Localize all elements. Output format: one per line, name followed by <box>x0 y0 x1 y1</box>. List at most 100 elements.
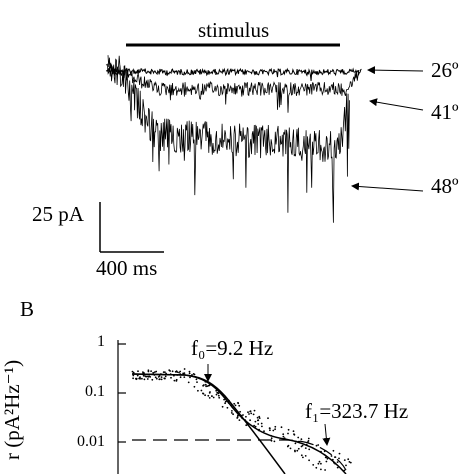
spectrum-point <box>155 370 158 373</box>
spectrum-point <box>160 376 163 378</box>
spectrum-point <box>249 419 252 422</box>
spectrum-point <box>237 401 239 404</box>
spectrum-point <box>260 422 263 425</box>
spectrum-point <box>183 368 186 370</box>
spectrum-point <box>173 379 176 382</box>
spectrum-point <box>302 456 304 459</box>
spectrum-point <box>200 389 203 392</box>
spectrum-point <box>142 374 145 377</box>
spectrum-point <box>147 375 149 378</box>
spectrum-point <box>318 460 321 463</box>
spectrum-point <box>348 461 351 463</box>
spectrum-point <box>160 378 163 381</box>
spectrum-point <box>336 466 339 469</box>
spectrum-point <box>245 424 248 427</box>
spectrum-point <box>131 370 134 373</box>
spectrum-point <box>231 410 233 412</box>
spectrum-point <box>254 420 257 423</box>
spectrum-point <box>300 454 303 457</box>
spectrum-point <box>155 377 158 380</box>
spectrum-point <box>215 393 218 396</box>
spectrum-point <box>338 457 340 460</box>
spectrum-point <box>170 376 172 379</box>
current-trace-41 <box>105 63 360 113</box>
spectrum-point <box>202 392 204 395</box>
spectrum-point <box>236 417 239 419</box>
spectrum-point <box>239 410 242 413</box>
spectrum-point <box>188 370 191 373</box>
spectrum-point <box>320 462 322 465</box>
spectrum-point <box>256 416 259 419</box>
spectrum-point <box>233 402 236 405</box>
spectrum-point <box>258 415 261 418</box>
spectrum-point <box>315 444 318 447</box>
spectrum-point <box>296 449 299 452</box>
spectrum-point <box>197 389 199 392</box>
spectrum-point <box>315 466 318 469</box>
spectrum-point <box>193 373 196 376</box>
temperature-label-26: 26º <box>431 58 459 82</box>
spectrum-point <box>308 448 311 451</box>
spectrum-point <box>294 449 296 452</box>
spectrum-point <box>242 414 244 416</box>
spectrum-point <box>204 383 207 386</box>
spectrum-point <box>349 461 352 464</box>
spectrum-point <box>153 371 156 373</box>
spectrum-point <box>209 391 211 393</box>
spectrum-point <box>226 406 229 409</box>
y-axis-label: r (pA²Hz⁻¹) <box>0 359 24 460</box>
spectrum-point <box>301 444 304 447</box>
spectrum-point <box>150 370 153 372</box>
spectrum-point <box>248 413 250 415</box>
spectrum-point <box>324 469 326 471</box>
spectrum-point <box>136 374 139 377</box>
spectrum-point <box>343 459 346 461</box>
spectrum-point <box>230 412 233 414</box>
spectrum-point <box>325 460 328 463</box>
temperature-label-41: 41º <box>431 100 459 124</box>
spectrum-point <box>178 371 180 374</box>
spectrum-point <box>179 370 182 373</box>
spectrum-point <box>174 370 177 373</box>
spectrum-point <box>164 375 167 378</box>
spectrum-point <box>293 433 296 436</box>
spectrum-point <box>253 424 256 427</box>
spectrum-point <box>297 436 300 439</box>
spectrum-point <box>307 437 310 440</box>
f0-annotation: f₀=9.2 Hz <box>191 336 274 360</box>
arrow-f1 <box>322 423 331 446</box>
spectrum-point <box>139 377 142 380</box>
spectrum-point <box>224 402 227 405</box>
spectrum-point <box>345 464 347 467</box>
spectrum-point <box>218 396 221 399</box>
spectrum-point <box>171 370 174 373</box>
spectrum-point <box>224 400 227 403</box>
lorentzian-fit-f1 <box>132 439 349 474</box>
spectrum-point <box>254 425 257 428</box>
spectrum-point <box>287 432 289 435</box>
spectrum-point <box>304 455 307 457</box>
spectrum-point <box>188 372 191 375</box>
current-trace-48 <box>107 55 350 223</box>
spectrum-point <box>326 457 329 460</box>
spectrum-point <box>347 458 350 461</box>
spectrum-point <box>256 419 259 422</box>
scale-bar-time-label: 400 ms <box>96 256 158 280</box>
spectrum-point <box>176 371 179 373</box>
spectrum-point <box>143 372 145 374</box>
spectrum-point <box>273 440 276 443</box>
spectrum-point <box>249 410 252 413</box>
spectrum-point <box>320 468 322 471</box>
spectrum-point <box>317 444 320 446</box>
temperature-label-48: 48º <box>431 174 459 198</box>
spectrum-point <box>175 380 178 382</box>
spectrum-point <box>282 433 285 436</box>
spectrum-point <box>195 378 198 381</box>
spectrum-point <box>336 461 339 463</box>
spectrum-point <box>282 435 285 438</box>
spectrum-point <box>132 377 135 380</box>
spectrum-point <box>221 405 224 408</box>
spectrum-point <box>267 417 269 420</box>
spectrum-point <box>270 437 273 440</box>
spectrum-point <box>168 369 171 371</box>
